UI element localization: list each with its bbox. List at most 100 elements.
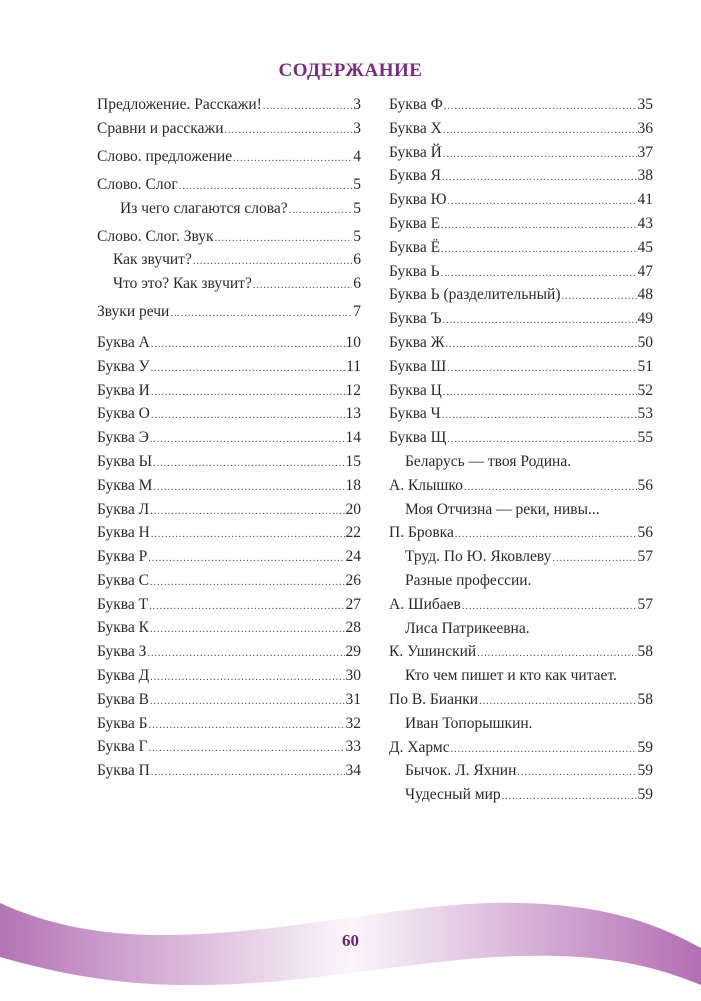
toc-entry[interactable]: Буква Г 33 <box>97 735 361 759</box>
toc-entry[interactable]: Буква Б 32 <box>97 712 361 736</box>
toc-entry-page: 37 <box>637 143 654 161</box>
leader-dots <box>441 262 637 286</box>
toc-entry-page: 20 <box>345 500 362 518</box>
toc-entry[interactable]: Слово. Слог 5 <box>97 173 361 197</box>
toc-entry[interactable]: Предложение. Расскажи! 3 <box>97 93 361 117</box>
toc-entry-page: 5 <box>353 227 361 245</box>
toc-entry-page: 32 <box>345 714 362 732</box>
toc-entry[interactable]: Буква Ъ 49 <box>389 307 653 331</box>
leader-dots <box>464 476 637 500</box>
leader-dots <box>479 690 636 714</box>
toc-entry[interactable]: Буква Л 20 <box>97 498 361 522</box>
toc-entry-title: Из чего слагаются слова? <box>120 199 288 217</box>
toc-entry[interactable]: Буква Х 36 <box>389 117 653 141</box>
toc-group: Звуки речи 7 <box>97 300 361 324</box>
leader-dots <box>443 119 637 143</box>
toc-entry[interactable]: Слово. Слог. Звук 5 <box>97 225 361 249</box>
toc-entry-heading: Моя Отчизна — реки, нивы... <box>405 500 600 518</box>
toc-entry[interactable]: Из чего слагаются слова? 5 <box>97 197 361 221</box>
toc-entry[interactable]: А. Клышко 56 <box>389 474 653 498</box>
toc-entry-title: Буква Р <box>97 548 148 566</box>
toc-entry-title: Буква С <box>97 571 150 589</box>
toc-entry[interactable]: Буква П 34 <box>97 759 361 783</box>
toc-entry[interactable]: Буква Ч 53 <box>389 402 653 426</box>
toc-entry-multiline[interactable]: Лиса Патрикеевна. К. Ушинский 58 <box>389 617 653 665</box>
toc-right-column: Буква Ф35Буква Х36Буква Й37Буква Я38Букв… <box>389 93 653 807</box>
toc-entry[interactable]: Буква И 12 <box>97 379 361 403</box>
toc-entry-page: 58 <box>637 690 654 708</box>
toc-entry-title: Чудесный мир <box>405 786 501 804</box>
toc-entry[interactable]: Буква Ё 45 <box>389 236 653 260</box>
toc-entry[interactable]: Буква Й 37 <box>389 141 653 165</box>
toc-entry-title: Труд. По Ю. Яковлеву <box>405 548 552 566</box>
toc-entry[interactable]: К. Ушинский 58 <box>389 640 653 664</box>
toc-entry[interactable]: Буква А 10 <box>97 331 361 355</box>
toc-entry[interactable]: Бычок. Л. Яхнин 59 <box>389 759 653 783</box>
toc-entry[interactable]: Буква Д 30 <box>97 664 361 688</box>
toc-entry-page: 53 <box>637 405 654 423</box>
toc-entry[interactable]: Буква О 13 <box>97 402 361 426</box>
toc-entry[interactable]: Буква Т 27 <box>97 593 361 617</box>
leader-dots <box>441 238 636 262</box>
toc-entry[interactable]: Сравни и расскажи 3 <box>97 117 361 141</box>
toc-entry-page: 43 <box>637 214 654 232</box>
toc-entry-multiline[interactable]: Разные профессии. А. Шибаев 57 <box>389 569 653 617</box>
toc-entry-title: Буква Н <box>97 524 150 542</box>
toc-entry-title: Буква М <box>97 476 153 494</box>
toc-entry[interactable]: Буква Ш 51 <box>389 355 653 379</box>
toc-entry[interactable]: Буква Щ 55 <box>389 426 653 450</box>
toc-entry[interactable]: Буква К 28 <box>97 616 361 640</box>
toc-entry[interactable]: Труд. По Ю. Яковлеву 57 <box>389 545 653 569</box>
toc-entry[interactable]: Буква Ф 35 <box>389 93 653 117</box>
toc-entry[interactable]: Буква Ь (разделительный) 48 <box>389 283 653 307</box>
toc-entry[interactable]: Чудесный мир 59 <box>389 783 653 807</box>
toc-entry[interactable]: А. Шибаев 57 <box>389 593 653 617</box>
toc-entry[interactable]: Звуки речи 7 <box>97 300 361 324</box>
toc-entry-multiline[interactable]: Кто чем пишет и кто как читает. По В. Биа… <box>389 664 653 712</box>
toc-entry-page: 28 <box>345 619 362 637</box>
toc-entry[interactable]: Что это? Как звучит? 6 <box>97 272 361 296</box>
toc-entry[interactable]: По В. Бианки 58 <box>389 688 653 712</box>
toc-entry-title: Буква П <box>97 762 150 780</box>
toc-entry[interactable]: Буква Ь 47 <box>389 260 653 284</box>
toc-entry[interactable]: Буква Е 43 <box>389 212 653 236</box>
toc-entry[interactable]: Буква Я 38 <box>389 164 653 188</box>
toc-entry-title: Буква Ж <box>389 333 445 351</box>
leader-dots <box>179 175 353 199</box>
toc-entry-multiline[interactable]: Беларусь — твоя Родина. А. Клышко 56 <box>389 450 653 498</box>
toc-entry[interactable]: Буква Ю 41 <box>389 188 653 212</box>
toc-entry-page: 6 <box>353 275 361 293</box>
toc-entry[interactable]: Буква Ж 50 <box>389 331 653 355</box>
toc-entry[interactable]: Буква Н 22 <box>97 521 361 545</box>
toc-entry-title: Буква Й <box>389 143 442 161</box>
leader-dots <box>150 666 344 690</box>
toc-entry-title: Буква Т <box>97 595 149 613</box>
toc-entry[interactable]: Буква Э 14 <box>97 426 361 450</box>
toc-entry-multiline[interactable]: Моя Отчизна — реки, нивы... П. Бровка 56 <box>389 498 653 546</box>
ribbon-shape <box>0 902 701 986</box>
toc-entry[interactable]: Буква З 29 <box>97 640 361 664</box>
toc-entry-multiline[interactable]: Иван Топорышкин. Д. Хармс 59 <box>389 712 653 760</box>
toc-entry[interactable]: Буква Р 24 <box>97 545 361 569</box>
toc-entry[interactable]: Как звучит? 6 <box>97 248 361 272</box>
toc-entry[interactable]: Буква Ы 15 <box>97 450 361 474</box>
toc-entry[interactable]: Буква М 18 <box>97 474 361 498</box>
leader-dots <box>151 357 345 381</box>
leader-dots <box>552 547 636 571</box>
toc-entry-page: 13 <box>345 405 362 423</box>
leader-dots <box>451 738 637 762</box>
toc-entry[interactable]: Буква Ц 52 <box>389 379 653 403</box>
toc-entry-page: 11 <box>346 357 361 375</box>
toc-entry[interactable]: Слово. предложение 4 <box>97 145 361 169</box>
toc-entry-page: 29 <box>345 643 362 661</box>
toc-entry[interactable]: П. Бровка 56 <box>389 521 653 545</box>
leader-dots <box>150 618 344 642</box>
toc-entry[interactable]: Буква В 31 <box>97 688 361 712</box>
leader-dots <box>153 452 344 476</box>
leader-dots <box>151 523 345 547</box>
toc-entry[interactable]: Буква У 11 <box>97 355 361 379</box>
toc-entry[interactable]: Буква С 26 <box>97 569 361 593</box>
toc-entry[interactable]: Д. Хармс 59 <box>389 736 653 760</box>
toc-entry-page: 34 <box>345 762 362 780</box>
